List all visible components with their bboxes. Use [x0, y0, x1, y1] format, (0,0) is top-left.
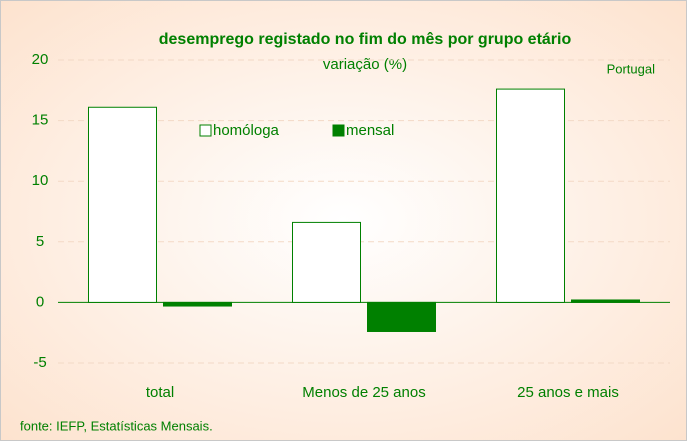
bar [496, 88, 565, 303]
source: fonte: IEFP, Estatísticas Mensais. [20, 418, 213, 433]
bar [163, 301, 232, 307]
legend-label: mensal [346, 122, 394, 139]
y-tick-label: 5 [36, 233, 44, 250]
bar [292, 221, 361, 303]
y-tick-label: 15 [32, 112, 49, 129]
bar [571, 299, 640, 303]
y-tick-label: 10 [32, 172, 49, 189]
y-tick-label: 20 [32, 51, 49, 68]
chart-subtitle: variação (%) [323, 56, 407, 73]
bar [88, 106, 157, 303]
x-tick-label: total [146, 384, 174, 401]
bar [367, 301, 436, 332]
legend-swatch [199, 124, 212, 137]
y-tick-label: 0 [36, 293, 44, 310]
y-tick-label: -5 [33, 354, 46, 371]
legend-label: homóloga [213, 122, 280, 139]
x-tick-label: Menos de 25 anos [302, 384, 425, 401]
chart-title: desemprego registado no fim do mês por g… [159, 31, 572, 48]
x-tick-label: 25 anos e mais [517, 384, 619, 401]
legend-swatch [332, 124, 345, 137]
annotation: Portugal [607, 61, 656, 76]
